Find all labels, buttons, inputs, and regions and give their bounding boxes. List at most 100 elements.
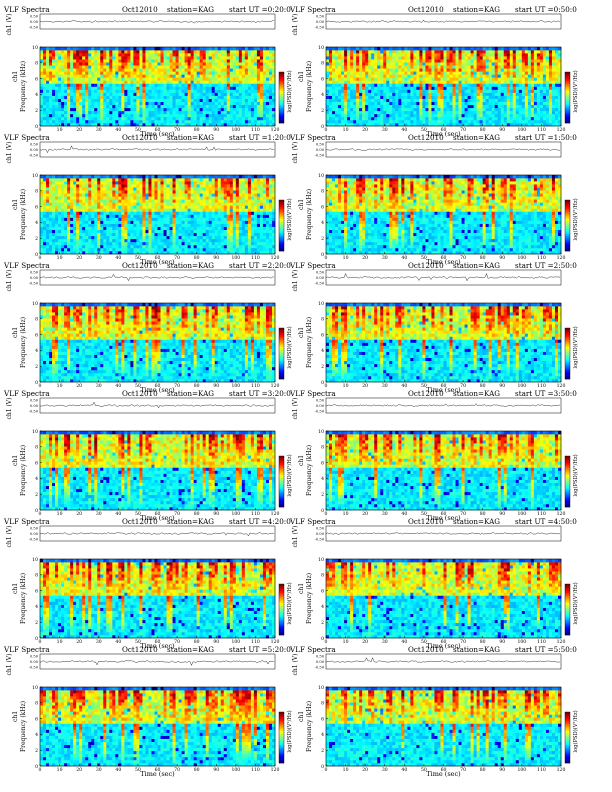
panel-month: Oct12010 (122, 133, 158, 142)
ch1-channel-label: ch1 (12, 71, 19, 82)
x-tick-label: 110 (251, 767, 260, 773)
y-tick-label: 6 (35, 332, 38, 338)
x-tick-label: 40 (401, 767, 407, 773)
x-tick-label: 100 (517, 511, 526, 517)
colorbar-label: log(PSD)(V²/Hz) (572, 710, 579, 752)
x-tick-label: 100 (231, 255, 240, 261)
ch1-tick-label: 0.00 (30, 148, 39, 152)
x-tick-label: 30 (382, 639, 388, 645)
panel-station: station=KAG (453, 389, 500, 398)
x-tick-label: 10 (343, 255, 349, 261)
spectrogram-svg: 0.500.00 -0.50 ch1 (V) 0 2 4 6 8 10 Frequency (kH… (292, 526, 579, 650)
x-tick-label: 90 (499, 383, 505, 389)
x-tick-label: 60 (441, 511, 447, 517)
y-tick-label: 6 (35, 588, 38, 594)
frequency-axis-label: Frequency (kHz) (20, 445, 27, 496)
x-tick-label: 60 (155, 255, 161, 261)
y-tick-label: 4 (321, 348, 324, 354)
x-tick-label: 0 (39, 255, 42, 261)
x-tick-label: 40 (115, 639, 121, 645)
x-tick-label: 20 (362, 767, 368, 773)
panel-station: station=KAG (167, 133, 214, 142)
spectrogram-svg: 0.500.00 -0.50 ch1 (V) 0 2 4 6 8 10 Frequency (kH… (6, 14, 293, 138)
ch1-waveform (39, 401, 275, 409)
x-tick-label: 30 (382, 383, 388, 389)
ch1-waveform (39, 20, 274, 24)
x-tick-label: 80 (194, 255, 200, 261)
y-tick-label: 6 (321, 588, 324, 594)
ch1-waveform (39, 145, 275, 154)
panel-start-ut: start UT =2:50:0 (515, 261, 577, 270)
ch1-tick-label: -0.50 (29, 282, 39, 286)
x-tick-label: 0 (39, 767, 42, 773)
ut-prefix: start UT (229, 261, 259, 270)
x-tick-label: 10 (343, 639, 349, 645)
colorbar (564, 327, 571, 380)
y-tick-label: 10 (32, 301, 38, 307)
panel-month: Oct12010 (122, 645, 158, 654)
ch1-tick-label: -0.50 (29, 666, 39, 670)
x-tick-label: 100 (517, 127, 526, 133)
x-tick-label: 0 (325, 383, 328, 389)
y-tick-label: 8 (321, 701, 324, 707)
spectrogram-svg: 0.500.00 -0.50 ch1 (V) 0 2 4 6 8 10 Frequency (kH… (6, 142, 293, 266)
panel-start-ut: start UT =0:20:0 (229, 5, 291, 14)
y-tick-label: 2 (35, 236, 38, 242)
x-tick-label: 90 (213, 255, 219, 261)
x-tick-label: 110 (251, 383, 260, 389)
x-tick-label: 60 (155, 383, 161, 389)
panel-start-ut: start UT =4:20:0 (229, 517, 291, 526)
x-tick-label: 80 (194, 639, 200, 645)
ch1-waveform (325, 148, 561, 151)
panel-station: station=KAG (167, 261, 214, 270)
y-tick-label: 6 (35, 460, 38, 466)
x-tick-label: 80 (194, 127, 200, 133)
ch1-tick-label: 0.00 (316, 276, 325, 280)
ut-value: =0:20:0 (262, 5, 291, 14)
spectrogram-svg: 0.500.00 -0.50 ch1 (V) 0 2 4 6 8 10 Frequency (kH… (6, 526, 293, 650)
colorbar-label: log(PSD)(V²/Hz) (286, 326, 293, 368)
x-tick-label: 30 (382, 127, 388, 133)
y-tick-label: 0 (35, 380, 38, 386)
panel-station: station=KAG (167, 5, 214, 14)
ch1-tick-label: -0.50 (29, 154, 39, 158)
y-tick-label: 6 (35, 716, 38, 722)
y-tick-label: 10 (318, 45, 324, 51)
x-tick-label: 60 (155, 767, 161, 773)
ch1-axis-label: ch1 (V) (6, 14, 13, 36)
x-tick-label: 100 (231, 639, 240, 645)
panel-month: Oct12010 (408, 389, 444, 398)
ut-prefix: start UT (229, 133, 259, 142)
time-axis-label: Time (sec) (426, 770, 461, 778)
panel-month: Oct12010 (408, 517, 444, 526)
ut-prefix: start UT (515, 389, 545, 398)
y-tick-label: 8 (321, 573, 324, 579)
ut-value: =5:50:0 (548, 645, 577, 654)
x-tick-label: 50 (421, 511, 427, 517)
ch1-axis-label: ch1 (V) (292, 270, 299, 292)
x-tick-label: 10 (57, 767, 63, 773)
x-tick-label: 110 (537, 127, 546, 133)
ch1-tick-label: 0.00 (30, 532, 39, 536)
x-tick-label: 90 (499, 639, 505, 645)
ch1-tick-label: -0.50 (315, 538, 325, 542)
panel-station: station=KAG (453, 133, 500, 142)
ch1-tick-label: -0.50 (315, 26, 325, 30)
spectrogram-heatmap (326, 687, 562, 767)
x-tick-label: 30 (96, 255, 102, 261)
y-tick-label: 6 (321, 716, 324, 722)
panel-title: VLF Spectra (290, 5, 336, 14)
colorbar (278, 583, 285, 636)
y-tick-label: 4 (321, 92, 324, 98)
y-tick-label: 8 (35, 317, 38, 323)
x-tick-label: 120 (557, 511, 566, 517)
ch1-tick-label: 0.50 (316, 527, 325, 531)
x-tick-label: 50 (421, 127, 427, 133)
panel-start-ut: start UT =2:20:0 (229, 261, 291, 270)
ch1-waveform (39, 532, 275, 537)
x-tick-label: 50 (135, 511, 141, 517)
x-tick-label: 40 (115, 127, 121, 133)
colorbar (564, 199, 571, 252)
panel-month: Oct12010 (122, 517, 158, 526)
ch1-waveform (325, 403, 561, 407)
